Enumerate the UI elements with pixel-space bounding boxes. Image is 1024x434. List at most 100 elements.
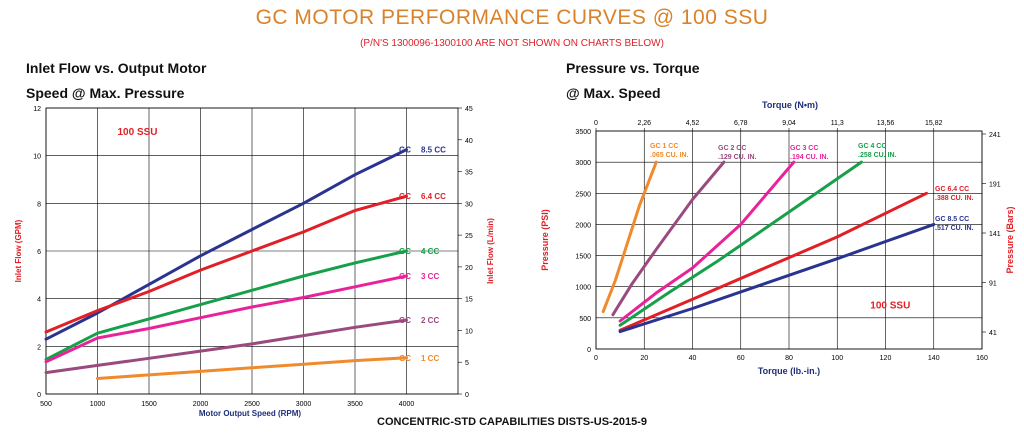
chart2-ytick-label: 2500 (575, 191, 591, 198)
chart1-y2tick-label: 20 (465, 265, 473, 272)
chart2-heading-line1: Pressure vs. Torque (566, 60, 700, 76)
chart2-series-label: GC 2 CC (718, 145, 746, 152)
chart1-xtick-label: 1500 (141, 401, 157, 408)
chart2-xtick-label: 0 (594, 355, 598, 362)
chart1-xtick-label: 3000 (296, 401, 312, 408)
chart2-xtick-label: 40 (689, 355, 697, 362)
chart1-xtick-label: 500 (40, 401, 52, 408)
chart1-series-prefix: GC (399, 316, 411, 325)
chart1-series-prefix: GC (399, 247, 411, 256)
chart1-y2tick-label: 15 (465, 297, 473, 304)
chart1-xtick-label: 4000 (399, 401, 415, 408)
chart2-heading-line2: @ Max. Speed (566, 85, 661, 101)
chart1-series-line (44, 318, 408, 375)
chart2-series-sublabel: .517 CU. IN. (935, 225, 974, 232)
chart2-series-label: GC 1 CC (650, 143, 678, 150)
chart2-x2tick-label: 13,56 (877, 120, 895, 127)
chart2-y2tick-label: 41 (989, 330, 997, 337)
chart2-xaxis-title: Torque (lb.-in.) (758, 366, 820, 376)
chart2-series-sublabel: .388 CU. IN. (935, 195, 974, 202)
chart2-ytick-label: 3500 (575, 129, 591, 136)
chart2-xtick-label: 20 (640, 355, 648, 362)
chart2-x2tick-label: 0 (594, 120, 598, 127)
chart2-ytick-label: 500 (579, 316, 591, 323)
chart1-series-line (44, 274, 408, 364)
chart2-x2tick-label: 6,78 (734, 120, 748, 127)
chart2-y2tick-label: 91 (989, 281, 997, 288)
chart1-y2tick-label: 45 (465, 106, 473, 113)
chart2-series-line (601, 160, 658, 314)
chart1-ytick-label: 6 (37, 249, 41, 256)
chart2-xtick-label: 120 (880, 355, 892, 362)
chart2-series-line (611, 160, 726, 317)
chart2-x2tick-label: 15,82 (925, 120, 943, 127)
chart2-series-label: GC 8.5 CC (935, 216, 969, 223)
chart2-series-line (618, 191, 928, 332)
chart2-y2tick-label: 141 (989, 231, 1001, 238)
chart2-series-line (618, 160, 863, 327)
chart1-series-prefix: GC (399, 354, 411, 363)
chart1-series-label: 1 CC (421, 354, 439, 363)
chart2-ytick-label: 2000 (575, 222, 591, 229)
chart2-xtick-label: 160 (976, 355, 988, 362)
chart1-plot-frame (45, 107, 459, 395)
chart1-ytick-label: 2 (37, 344, 41, 351)
chart2-x2tick-label: 4,52 (686, 120, 700, 127)
chart1-heading-line2: Speed @ Max. Pressure (26, 85, 185, 101)
chart2-series-sublabel: .258 CU. IN. (858, 152, 897, 159)
chart2-y2tick-label: 191 (989, 182, 1001, 189)
chart1-series-line (96, 356, 408, 380)
chart1-y2tick-label: 5 (465, 360, 469, 367)
chart2-x2tick-label: 2,26 (637, 120, 651, 127)
chart1-annotation: 100 SSU (118, 127, 158, 138)
chart2-series-sublabel: .194 CU. IN. (790, 154, 829, 161)
page-subtitle: (P/N'S 1300096-1300100 ARE NOT SHOWN ON … (360, 38, 664, 49)
chart1-y2tick-label: 0 (465, 392, 469, 399)
chart1-series-line (44, 194, 408, 334)
chart1-series-prefix: GC (399, 146, 411, 155)
chart1-y2tick-label: 30 (465, 201, 473, 208)
chart1-y2tick-label: 40 (465, 138, 473, 145)
chart1-series-line (44, 249, 408, 361)
chart2-x2tick-label: 11,3 (831, 120, 844, 127)
chart2-series-label: GC 4 CC (858, 143, 886, 150)
chart1-series-label: 8.5 CC (421, 146, 446, 155)
chart1-heading-line1: Inlet Flow vs. Output Motor (26, 60, 207, 76)
page-title: GC MOTOR PERFORMANCE CURVES @ 100 SSU (255, 6, 769, 29)
chart2-series-sublabel: .129 CU. IN. (718, 154, 757, 161)
chart2-ytick-label: 1500 (575, 254, 591, 261)
chart1-y2tick-label: 10 (465, 328, 473, 335)
chart1-xtick-label: 1000 (90, 401, 106, 408)
chart2-x2tick-label: 9,04 (782, 120, 796, 127)
chart2-x2axis-title: Torque (N•m) (762, 100, 818, 110)
chart2-series-label: GC 6.4 CC (935, 186, 969, 193)
chart2-ytick-label: 0 (587, 347, 591, 354)
chart1-xtick-label: 2500 (244, 401, 260, 408)
chart1-y2axis-title: Inlet Flow (L/min) (486, 218, 495, 284)
chart1-xtick-label: 2000 (193, 401, 209, 408)
chart1-ytick-label: 8 (37, 201, 41, 208)
chart2-yaxis-title: Pressure (PSI) (540, 209, 550, 271)
chart1-ytick-label: 0 (37, 392, 41, 399)
chart2-annotation: 100 SSU (870, 301, 910, 312)
chart1-series-prefix: GC (399, 192, 411, 201)
chart2-series-label: GC 3 CC (790, 145, 818, 152)
chart1-xaxis-title: Motor Output Speed (RPM) (199, 409, 302, 418)
chart1-ytick-label: 12 (33, 106, 41, 113)
chart2-ytick-label: 1000 (575, 285, 591, 292)
chart2-xtick-label: 60 (737, 355, 745, 362)
chart2-series-line (618, 222, 936, 334)
chart1-ytick-label: 4 (37, 297, 41, 304)
chart2-ytick-label: 3000 (575, 160, 591, 167)
chart1-y2tick-label: 25 (465, 233, 473, 240)
chart1-ytick-label: 10 (33, 154, 41, 161)
chart2-y2tick-label: 241 (989, 132, 1001, 139)
chart1-series-label: 4 CC (421, 247, 439, 256)
chart1-y2tick-label: 35 (465, 170, 473, 177)
chart1-xtick-label: 3500 (347, 401, 363, 408)
chart1-series-prefix: GC (399, 272, 411, 281)
chart1-series-label: 6.4 CC (421, 192, 446, 201)
chart2-xtick-label: 140 (928, 355, 940, 362)
chart2-series-sublabel: .065 CU. IN. (650, 152, 689, 159)
